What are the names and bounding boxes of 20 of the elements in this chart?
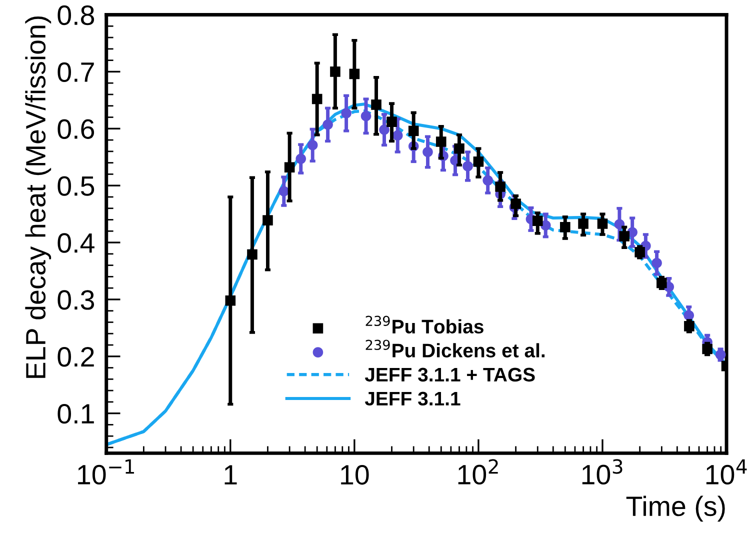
y-tick-label: 0.3 — [58, 290, 94, 310]
x-tick-label: 1 — [224, 465, 237, 484]
legend-label: JEFF 3.1.1 — [364, 392, 460, 406]
y-tick-label: 0.8 — [58, 5, 94, 26]
y-tick-label: 0.7 — [58, 62, 94, 82]
y-axis-title: ELP decay heat (MeV/fission) — [25, 16, 52, 378]
y-tick-label: 0.4 — [58, 233, 94, 253]
y-tick-label: 0.1 — [58, 404, 94, 424]
x-tick-label: 10$^{2}$ — [458, 459, 498, 484]
x-tick-label: 10 — [341, 465, 369, 485]
legend-label: JEFF 3.1.1 + TAGS — [364, 368, 535, 382]
x-axis-title: Time (s) — [626, 496, 725, 522]
x-tick-label: 10$^{4}$ — [706, 459, 747, 485]
y-tick-label: 0.5 — [58, 176, 94, 196]
x-tick-label: 10$^{−1}$ — [78, 459, 134, 485]
legend-label: $^{239}$Pu Dickens et al. — [366, 340, 545, 358]
x-tick-label: 10$^{3}$ — [582, 459, 622, 484]
y-tick-label: 0.6 — [58, 119, 94, 139]
legend-label: $^{239}$Pu Tobias — [366, 316, 484, 334]
y-tick-label: 0.2 — [58, 347, 94, 367]
